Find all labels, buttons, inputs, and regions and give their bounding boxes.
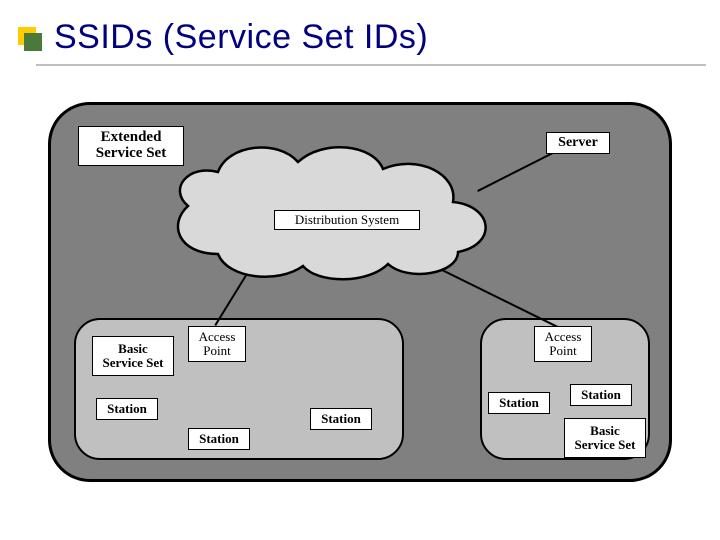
slide-title: SSIDs (Service Set IDs) [54, 18, 428, 57]
distribution-system-cloud [158, 134, 508, 284]
label-station-left-1: Station [96, 398, 158, 420]
label-basic-service-set-right: BasicService Set [564, 418, 646, 458]
title-bullet-icon [18, 27, 40, 49]
slide-title-row: SSIDs (Service Set IDs) [18, 18, 428, 57]
label-station-right-1: Station [488, 392, 550, 414]
label-basic-service-set-left: BasicService Set [92, 336, 174, 376]
cloud-icon [158, 134, 508, 284]
title-underline [36, 64, 706, 66]
label-station-right-2: Station [570, 384, 632, 406]
label-extended-service-set: ExtendedService Set [78, 126, 184, 166]
label-station-left-3: Station [310, 408, 372, 430]
label-server: Server [546, 132, 610, 154]
label-access-point-right: AccessPoint [534, 326, 592, 362]
network-diagram: ExtendedService Set Server Distribution … [48, 102, 672, 482]
label-access-point-left: AccessPoint [188, 326, 246, 362]
label-station-left-2: Station [188, 428, 250, 450]
label-distribution-system: Distribution System [274, 210, 420, 230]
